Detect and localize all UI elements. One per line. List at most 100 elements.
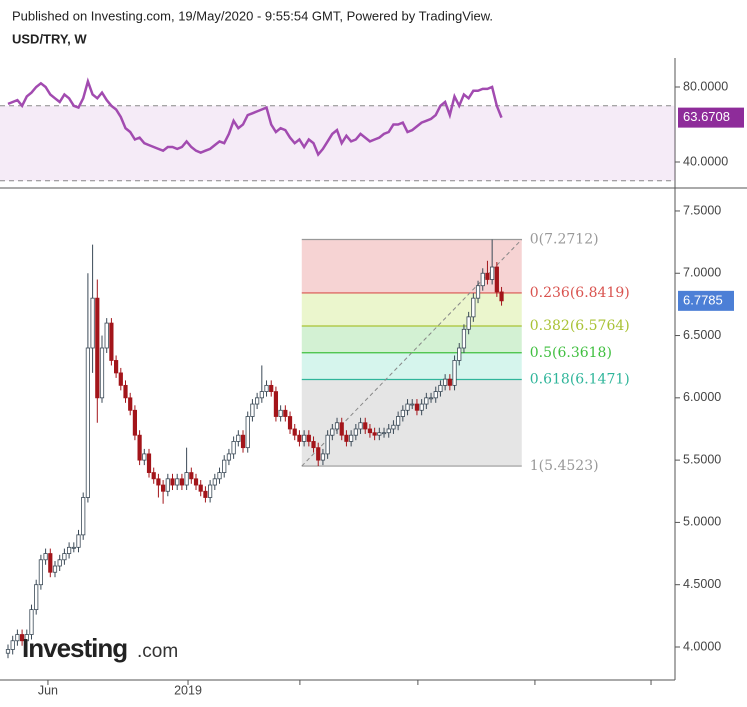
candle-body xyxy=(419,403,424,411)
candle-body xyxy=(151,472,156,480)
candle-body xyxy=(236,434,241,442)
candle-body xyxy=(334,422,340,430)
candle-body xyxy=(208,484,213,498)
fib-label: 0.618(6.1471) xyxy=(530,372,630,388)
candle-body xyxy=(85,347,91,498)
candle-body xyxy=(76,534,81,548)
candle-body xyxy=(367,428,373,434)
candle-body xyxy=(396,416,401,426)
candle-body xyxy=(81,497,86,536)
candle-body xyxy=(128,397,133,411)
candle-body xyxy=(466,316,471,330)
candle-body xyxy=(414,403,420,411)
fib-zone xyxy=(301,326,522,353)
candle-body xyxy=(316,447,321,461)
candle-body xyxy=(99,347,105,399)
candle-body xyxy=(471,297,476,318)
candle-body xyxy=(330,428,335,436)
candle-body xyxy=(372,432,377,436)
candle-body xyxy=(71,546,76,549)
candle-body xyxy=(381,432,387,435)
candle-body xyxy=(461,328,467,349)
candle-body xyxy=(62,553,67,561)
candle-body xyxy=(264,384,269,393)
fib-label: 1(5.4523) xyxy=(530,458,599,474)
candle-body xyxy=(391,424,396,430)
candle-body xyxy=(231,441,236,455)
y-tick-label: 80.0000 xyxy=(683,79,728,93)
rsi-last-label: 63.6708 xyxy=(683,109,730,124)
watermark-suffix: .com xyxy=(137,641,178,662)
candle-body xyxy=(447,378,452,386)
y-tick-label: 7.5000 xyxy=(683,203,721,217)
candle-body xyxy=(114,360,119,374)
candle-body xyxy=(410,403,415,406)
candle-body xyxy=(132,409,138,436)
fib-zone xyxy=(301,352,522,380)
candle-body xyxy=(146,453,152,473)
candle-body xyxy=(109,322,114,361)
candle-body xyxy=(165,478,170,492)
candle-body xyxy=(377,432,382,436)
candle-body xyxy=(245,416,250,449)
candle-body xyxy=(499,291,504,302)
rsi-band xyxy=(0,105,675,181)
candle-body xyxy=(170,478,175,486)
candle-body xyxy=(457,347,462,361)
candle-body xyxy=(400,409,405,417)
y-tick-label: 6.0000 xyxy=(683,390,721,404)
candle-body xyxy=(320,453,326,461)
rsi-line xyxy=(7,77,503,157)
candle-body xyxy=(353,428,358,436)
y-tick-label: 4.0000 xyxy=(683,639,721,653)
candle-body xyxy=(189,472,194,480)
x-tick-label: Jun xyxy=(38,683,58,697)
candle-body xyxy=(339,422,344,436)
y-tick-label: 40.0000 xyxy=(683,154,728,168)
candle-body xyxy=(306,434,311,442)
fib-zone xyxy=(301,239,522,293)
candle-body xyxy=(480,272,485,287)
candle-body xyxy=(292,428,297,436)
candle-body xyxy=(424,397,429,405)
candle-body xyxy=(273,391,279,417)
rsi-last-box xyxy=(678,107,744,128)
candle-body xyxy=(52,565,58,573)
candle-body xyxy=(250,403,255,417)
candle-body xyxy=(311,441,316,449)
candle-body xyxy=(438,384,443,393)
candle-body xyxy=(15,634,20,642)
candle-body xyxy=(386,428,391,434)
candle-body xyxy=(344,434,349,442)
candle-body xyxy=(494,266,499,293)
candle-body xyxy=(269,384,274,393)
header: Published on Investing.com, 19/May/2020 … xyxy=(12,8,493,23)
candle-body xyxy=(142,453,147,461)
candle-body xyxy=(405,403,410,411)
y-tick-label: 6.5000 xyxy=(683,328,721,342)
candle-body xyxy=(452,360,457,386)
last-price-label: 6.7785 xyxy=(683,292,723,307)
x-tick-label: 2019 xyxy=(174,683,202,697)
y-tick-label: 7.0000 xyxy=(683,266,721,280)
candle-body xyxy=(123,384,128,399)
candle-body xyxy=(226,453,232,461)
candle-body xyxy=(118,372,123,386)
candle-body xyxy=(433,391,438,399)
candle-body xyxy=(212,478,217,486)
candle-body xyxy=(428,397,434,400)
candle-body xyxy=(287,416,293,430)
candle-body xyxy=(38,559,43,586)
candle-body xyxy=(5,649,11,654)
candle-body xyxy=(302,434,307,442)
candle-body xyxy=(193,478,199,486)
candle-body xyxy=(259,391,264,399)
fib-label: 0.382(6.5764) xyxy=(530,318,630,334)
candle-body xyxy=(95,297,100,399)
candle-body xyxy=(198,484,203,492)
candle-body xyxy=(358,422,363,430)
candle-body xyxy=(325,434,330,455)
candle-body xyxy=(24,634,29,642)
watermark: Investing xyxy=(22,633,127,663)
last-price-box xyxy=(678,290,734,311)
